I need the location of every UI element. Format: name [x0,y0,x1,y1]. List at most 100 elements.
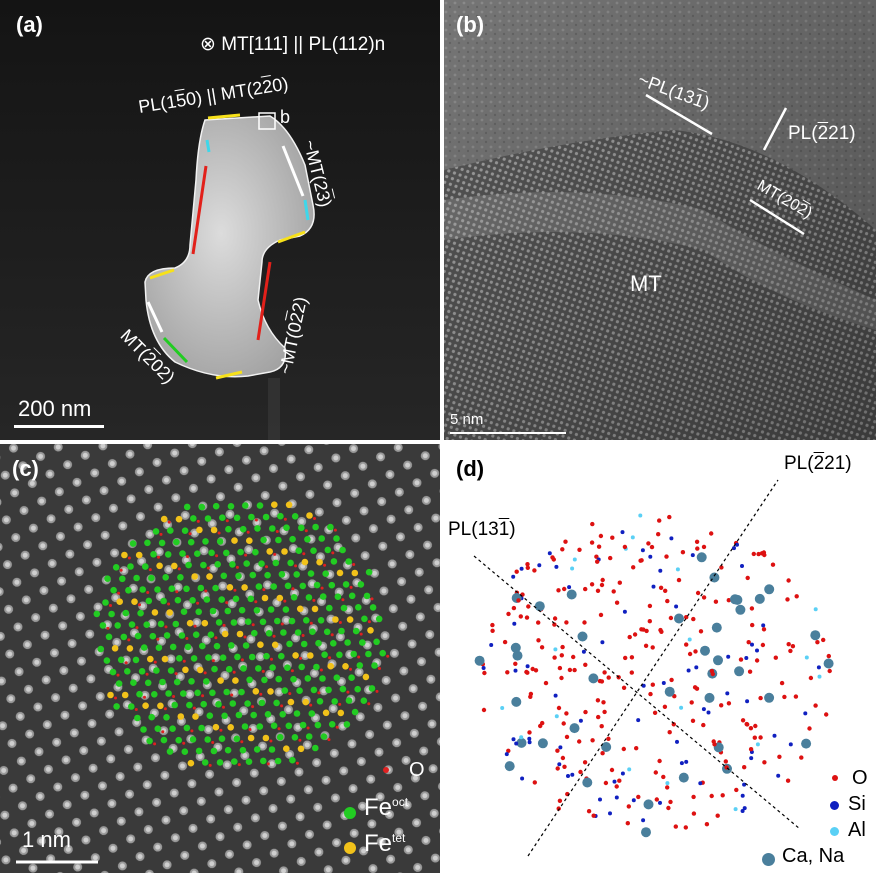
o-atom [610,535,615,540]
fe-tet-atom [192,713,199,720]
fe-oct-atom [359,639,366,646]
panel-b-image [444,0,876,440]
fe-oct-atom [203,678,210,685]
o-atom [283,599,287,603]
fe-oct-atom [275,536,282,544]
o-atom [109,604,112,607]
legend-dot-fe-oct [344,807,356,819]
o-atom [211,659,215,663]
fe-tet-atom [116,598,123,605]
o-atom [762,760,767,765]
o-atom [370,597,374,601]
o-atom [582,760,588,765]
o-atom [599,724,604,729]
o-atom [211,741,215,744]
o-atom [506,748,511,753]
o-atom [652,710,658,715]
fe-oct-atom [194,689,201,697]
fe-oct-atom [274,757,282,765]
o-atom [676,577,682,583]
facet-red-right [256,261,272,341]
fe-oct-atom [180,690,187,697]
al-atom [554,714,559,719]
si-atom [701,707,706,712]
si-atom [651,584,656,589]
al-atom [733,807,738,812]
o-atom [277,727,281,731]
o-atom [661,774,666,780]
fe-oct-atom [336,651,343,659]
o-atom [309,621,313,625]
o-atom [237,763,241,767]
fe-oct-atom [109,668,117,676]
fe-oct-atom [160,736,168,744]
o-atom [653,770,658,775]
si-atom [745,699,750,704]
panel-b: (b) ~PL(131) PL(221) MT(202) MT 5 nm [444,0,876,440]
o-atom [773,655,778,660]
zone-axis-label: ⊗ MT[111] || PL(112)n [200,34,386,55]
fe-oct-atom [243,560,250,567]
o-atom [328,656,332,660]
fe-oct-atom [142,563,149,570]
fe-oct-atom [278,652,285,660]
o-atom [693,649,698,654]
o-atom [799,755,804,760]
o-atom [127,638,131,642]
o-atom [680,550,686,555]
fe-oct-atom [263,652,270,660]
fe-oct-atom [129,540,137,547]
al-atom [570,566,575,571]
fe-oct-atom [327,523,334,531]
fe-oct-atom [258,560,265,567]
o-atom [349,667,352,671]
fe-oct-atom [274,617,281,625]
o-atom [596,544,602,549]
o-atom [323,563,327,567]
fe-tet-atom [166,609,173,616]
o-atom [590,738,595,743]
fe-tet-atom [196,526,203,534]
o-atom [719,703,724,708]
o-atom [589,582,595,587]
o-atom [294,564,298,568]
o-atom [698,629,704,634]
o-atom [196,519,200,523]
o-atom [190,729,194,733]
ca-na-atom [730,594,740,605]
fe-oct-atom [207,631,215,638]
si-atom [755,648,759,653]
o-atom [770,562,776,567]
fe-tet-atom [191,573,198,580]
fe-oct-atom [322,570,330,577]
o-atom [557,665,563,671]
o-atom [694,686,700,691]
fe-oct-atom [128,621,136,628]
o-atom [726,701,732,706]
fe-oct-atom [163,632,171,639]
fe-oct-atom [140,644,148,651]
fe-oct-atom [330,558,338,565]
fe-oct-atom [138,668,146,675]
si-atom [504,752,509,757]
panel-d-structure [473,479,834,857]
fe-oct-atom [258,699,266,707]
fe-oct-atom [325,686,332,694]
o-atom [114,696,117,700]
si-atom [732,546,736,551]
si-atom [669,536,674,541]
si-atom [566,774,570,778]
o-atom [148,568,152,572]
si-atom [570,772,575,777]
fe-oct-atom [334,593,342,600]
fe-oct-atom [313,581,321,589]
o-atom [726,598,731,603]
al-atom [572,557,577,562]
panel-d: (d) PL(221) PL(131) O Si Al Ca, Na [444,444,876,873]
ca-na-atom [510,642,521,653]
fe-tet-atom [266,548,274,555]
grain-particle [144,115,315,378]
o-atom [657,518,662,523]
fe-oct-atom [312,523,319,531]
fe-oct-atom [323,628,331,636]
